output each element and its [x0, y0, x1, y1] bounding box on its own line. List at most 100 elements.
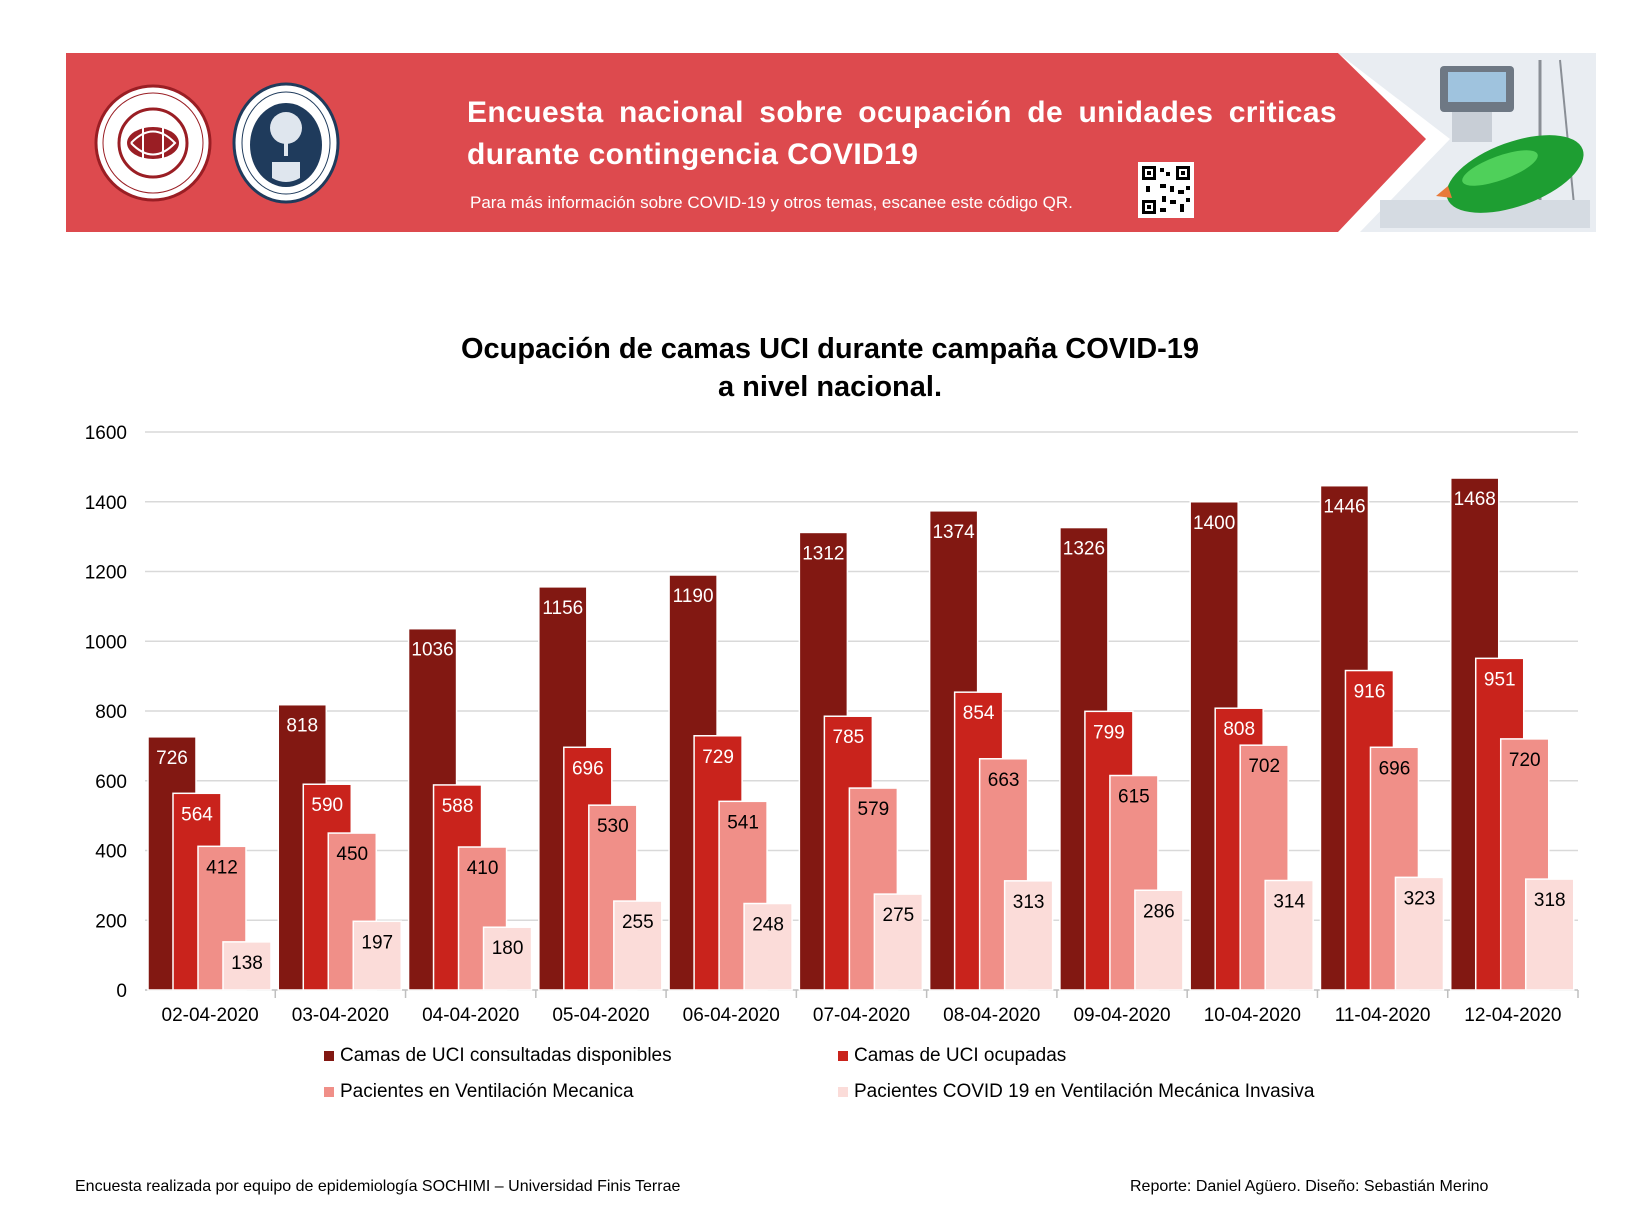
data-label-occupied: 916: [1354, 682, 1386, 703]
chart-title-line-2: a nivel nacional.: [717, 371, 943, 403]
bar-covid-invasive: [613, 900, 663, 991]
banner-subtitle: Para más información sobre COVID-19 y ot…: [470, 193, 1073, 212]
data-label-ventilation: 615: [1118, 787, 1150, 808]
y-tick-label: 1200: [85, 563, 127, 584]
bar-covid-invasive: [873, 893, 924, 991]
x-tick-label: 11-04-2020: [1335, 1005, 1431, 1026]
data-label-ventilation: 450: [336, 844, 368, 865]
data-label-available: 1446: [1323, 497, 1365, 518]
chart-title-line-1: Ocupación de camas UCI durante campaña C…: [460, 333, 1200, 365]
y-tick-label: 1400: [85, 493, 127, 514]
legend-item-available: Camas de UCI consultadas disponibles: [324, 1045, 672, 1067]
data-label-ventilation: 696: [1379, 758, 1411, 779]
data-label-available: 1468: [1454, 489, 1496, 510]
legend-label-available: Camas de UCI consultadas disponibles: [340, 1045, 672, 1066]
legend-label-covid-invasive: Pacientes COVID 19 en Ventilación Mecáni…: [854, 1081, 1315, 1102]
data-label-ventilation: 720: [1509, 750, 1541, 771]
x-tick-label: 12-04-2020: [1464, 1005, 1561, 1026]
footer-right: Reporte: Daniel Agüero. Diseño: Sebastiá…: [1130, 1178, 1489, 1195]
legend-label-ventilation: Pacientes en Ventilación Mecanica: [340, 1081, 634, 1102]
data-label-covid-invasive: 314: [1273, 891, 1305, 912]
data-label-ventilation: 412: [206, 857, 238, 878]
data-label-covid-invasive: 275: [883, 905, 915, 926]
data-label-occupied: 729: [702, 747, 734, 768]
data-label-covid-invasive: 180: [492, 938, 524, 959]
bar-covid-invasive: [1264, 879, 1314, 991]
banner-title: Encuesta nacional sobre ocupación de uni…: [467, 96, 1337, 171]
x-tick-label: 09-04-2020: [1073, 1005, 1170, 1026]
data-label-ventilation: 663: [988, 770, 1020, 791]
data-label-covid-invasive: 318: [1534, 890, 1566, 911]
data-label-covid-invasive: 138: [231, 953, 263, 974]
bar-covid-invasive: [1394, 876, 1445, 991]
data-label-ventilation: 530: [597, 816, 629, 837]
data-label-occupied: 799: [1093, 722, 1125, 743]
data-label-covid-invasive: 197: [361, 932, 393, 953]
data-label-covid-invasive: 323: [1404, 888, 1436, 909]
data-label-ventilation: 702: [1248, 756, 1280, 777]
data-label-ventilation: 579: [858, 799, 890, 820]
data-label-occupied: 808: [1223, 719, 1255, 740]
footer-left: Encuesta realizada por equipo de epidemi…: [75, 1178, 681, 1195]
legend-swatch-available: [324, 1051, 334, 1061]
data-label-available: 1326: [1063, 539, 1105, 560]
x-tick-label: 05-04-2020: [552, 1005, 649, 1026]
y-tick-label: 200: [95, 911, 127, 932]
data-label-covid-invasive: 255: [622, 912, 654, 933]
chart-title: Ocupación de camas UCI durante campaña C…: [330, 330, 1330, 406]
legend-swatch-ventilation: [324, 1087, 334, 1097]
legend-item-covid-invasive: Pacientes COVID 19 en Ventilación Mecáni…: [838, 1081, 1314, 1103]
data-label-occupied: 785: [833, 727, 865, 748]
data-label-available: 1312: [802, 543, 844, 564]
legend-item-ventilation: Pacientes en Ventilación Mecanica: [324, 1081, 634, 1103]
data-label-available: 1190: [673, 586, 714, 607]
y-tick-label: 1600: [85, 423, 127, 444]
bar-covid-invasive: [482, 926, 533, 991]
legend-swatch-covid-invasive: [838, 1087, 848, 1097]
y-tick-label: 1000: [85, 632, 127, 653]
data-label-covid-invasive: 286: [1143, 901, 1175, 922]
x-tick-label: 04-04-2020: [422, 1005, 519, 1026]
data-label-available: 1400: [1193, 513, 1235, 534]
data-label-occupied: 854: [963, 703, 995, 724]
bar-covid-invasive: [1134, 889, 1184, 991]
data-label-available: 1036: [411, 640, 453, 661]
x-tick-label: 07-04-2020: [813, 1005, 910, 1026]
icu-ventilator-photo: [1338, 53, 1596, 232]
data-label-covid-invasive: 313: [1013, 892, 1045, 913]
bar-covid-invasive: [743, 902, 793, 991]
data-label-occupied: 696: [572, 758, 604, 779]
y-tick-label: 400: [95, 842, 127, 863]
data-label-occupied: 951: [1484, 669, 1516, 690]
data-label-available: 726: [156, 748, 188, 769]
legend-label-occupied: Camas de UCI ocupadas: [854, 1045, 1067, 1066]
legend-swatch-occupied: [838, 1051, 848, 1061]
bar-covid-invasive: [222, 941, 272, 991]
banner-background: [66, 53, 1426, 232]
data-label-occupied: 588: [442, 796, 474, 817]
data-label-ventilation: 410: [467, 858, 499, 879]
x-tick-label: 02-04-2020: [162, 1005, 259, 1026]
data-label-available: 1374: [932, 522, 975, 543]
x-tick-label: 08-04-2020: [943, 1005, 1040, 1026]
x-tick-label: 03-04-2020: [292, 1005, 389, 1026]
legend-item-occupied: Camas de UCI ocupadas: [838, 1045, 1066, 1067]
qr-code-icon: [1138, 162, 1194, 218]
x-tick-label: 10-04-2020: [1204, 1005, 1301, 1026]
data-label-available: 1156: [542, 598, 583, 619]
data-label-available: 818: [286, 716, 318, 737]
y-tick-label: 600: [95, 772, 127, 793]
bar-chart: 0 200 400 600 800 1000 1200 1400 1600 02-04-2020 7…: [85, 423, 1579, 1026]
y-tick-label: 0: [116, 981, 127, 1002]
header-banner: [66, 53, 1596, 232]
bar-covid-invasive: [1003, 880, 1054, 991]
bar-covid-invasive: [352, 920, 403, 991]
y-tick-label: 800: [95, 702, 127, 723]
data-label-occupied: 590: [311, 795, 343, 816]
finis-terrae-logo: [232, 82, 340, 204]
data-label-occupied: 564: [181, 804, 213, 825]
data-label-ventilation: 541: [727, 812, 759, 833]
x-tick-label: 06-04-2020: [683, 1005, 780, 1026]
sochimi-logo: [94, 84, 212, 202]
data-label-covid-invasive: 248: [752, 915, 784, 936]
